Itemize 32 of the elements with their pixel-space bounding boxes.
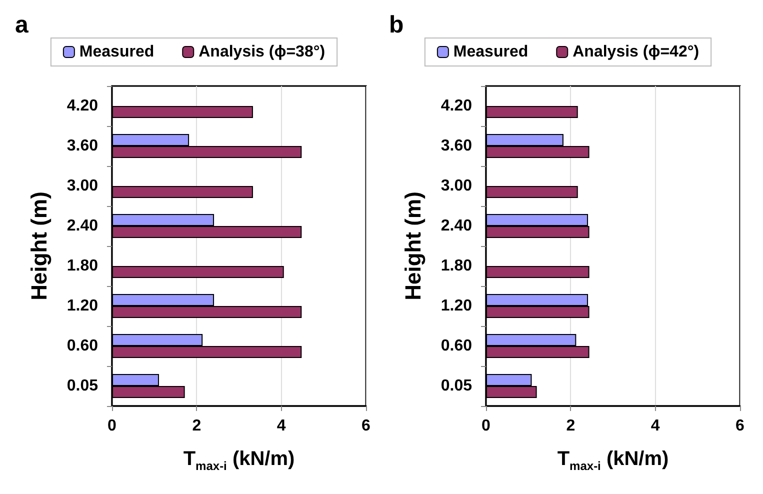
y-tick-label: 1.20: [66, 298, 98, 314]
y-tick-label: 1.20: [440, 298, 472, 314]
legend-label: Analysis (ϕ=38°): [198, 44, 326, 60]
legend-label: Measured: [79, 44, 154, 60]
legend-label: Measured: [453, 44, 528, 60]
chart-title: a: [15, 12, 29, 38]
y-tick-label: 3.60: [66, 138, 98, 154]
y-tick-label: 3.60: [440, 138, 472, 154]
y-tick-label: 0.60: [66, 338, 98, 354]
y-tick-label: 2.40: [66, 218, 98, 234]
y-tick-label: 0.05: [440, 378, 472, 394]
x-tick-label: 6: [736, 418, 745, 434]
x-tick-label: 6: [362, 418, 371, 434]
x-tick-label: 4: [650, 418, 660, 434]
y-tick-label: 4.20: [440, 98, 472, 114]
x-tick-label: 0: [482, 418, 491, 434]
y-axis-title: Height (m): [26, 192, 52, 300]
x-tick-label: 0: [108, 418, 117, 434]
legend-label: Analysis (ϕ=42°): [572, 44, 700, 60]
y-tick-label: 0.60: [440, 338, 472, 354]
y-tick-label: 4.20: [66, 98, 98, 114]
x-tick-label: 4: [276, 418, 286, 434]
y-tick-label: 3.00: [440, 178, 472, 194]
y-tick-label: 2.40: [440, 218, 472, 234]
x-tick-label: 2: [566, 418, 576, 434]
y-tick-label: 1.80: [440, 258, 472, 274]
chart-title: b: [389, 12, 404, 38]
y-tick-label: 0.05: [66, 378, 98, 394]
x-tick-label: 2: [192, 418, 202, 434]
y-tick-label: 1.80: [66, 258, 98, 274]
y-tick-label: 3.00: [66, 178, 98, 194]
y-axis-title: Height (m): [400, 192, 426, 300]
